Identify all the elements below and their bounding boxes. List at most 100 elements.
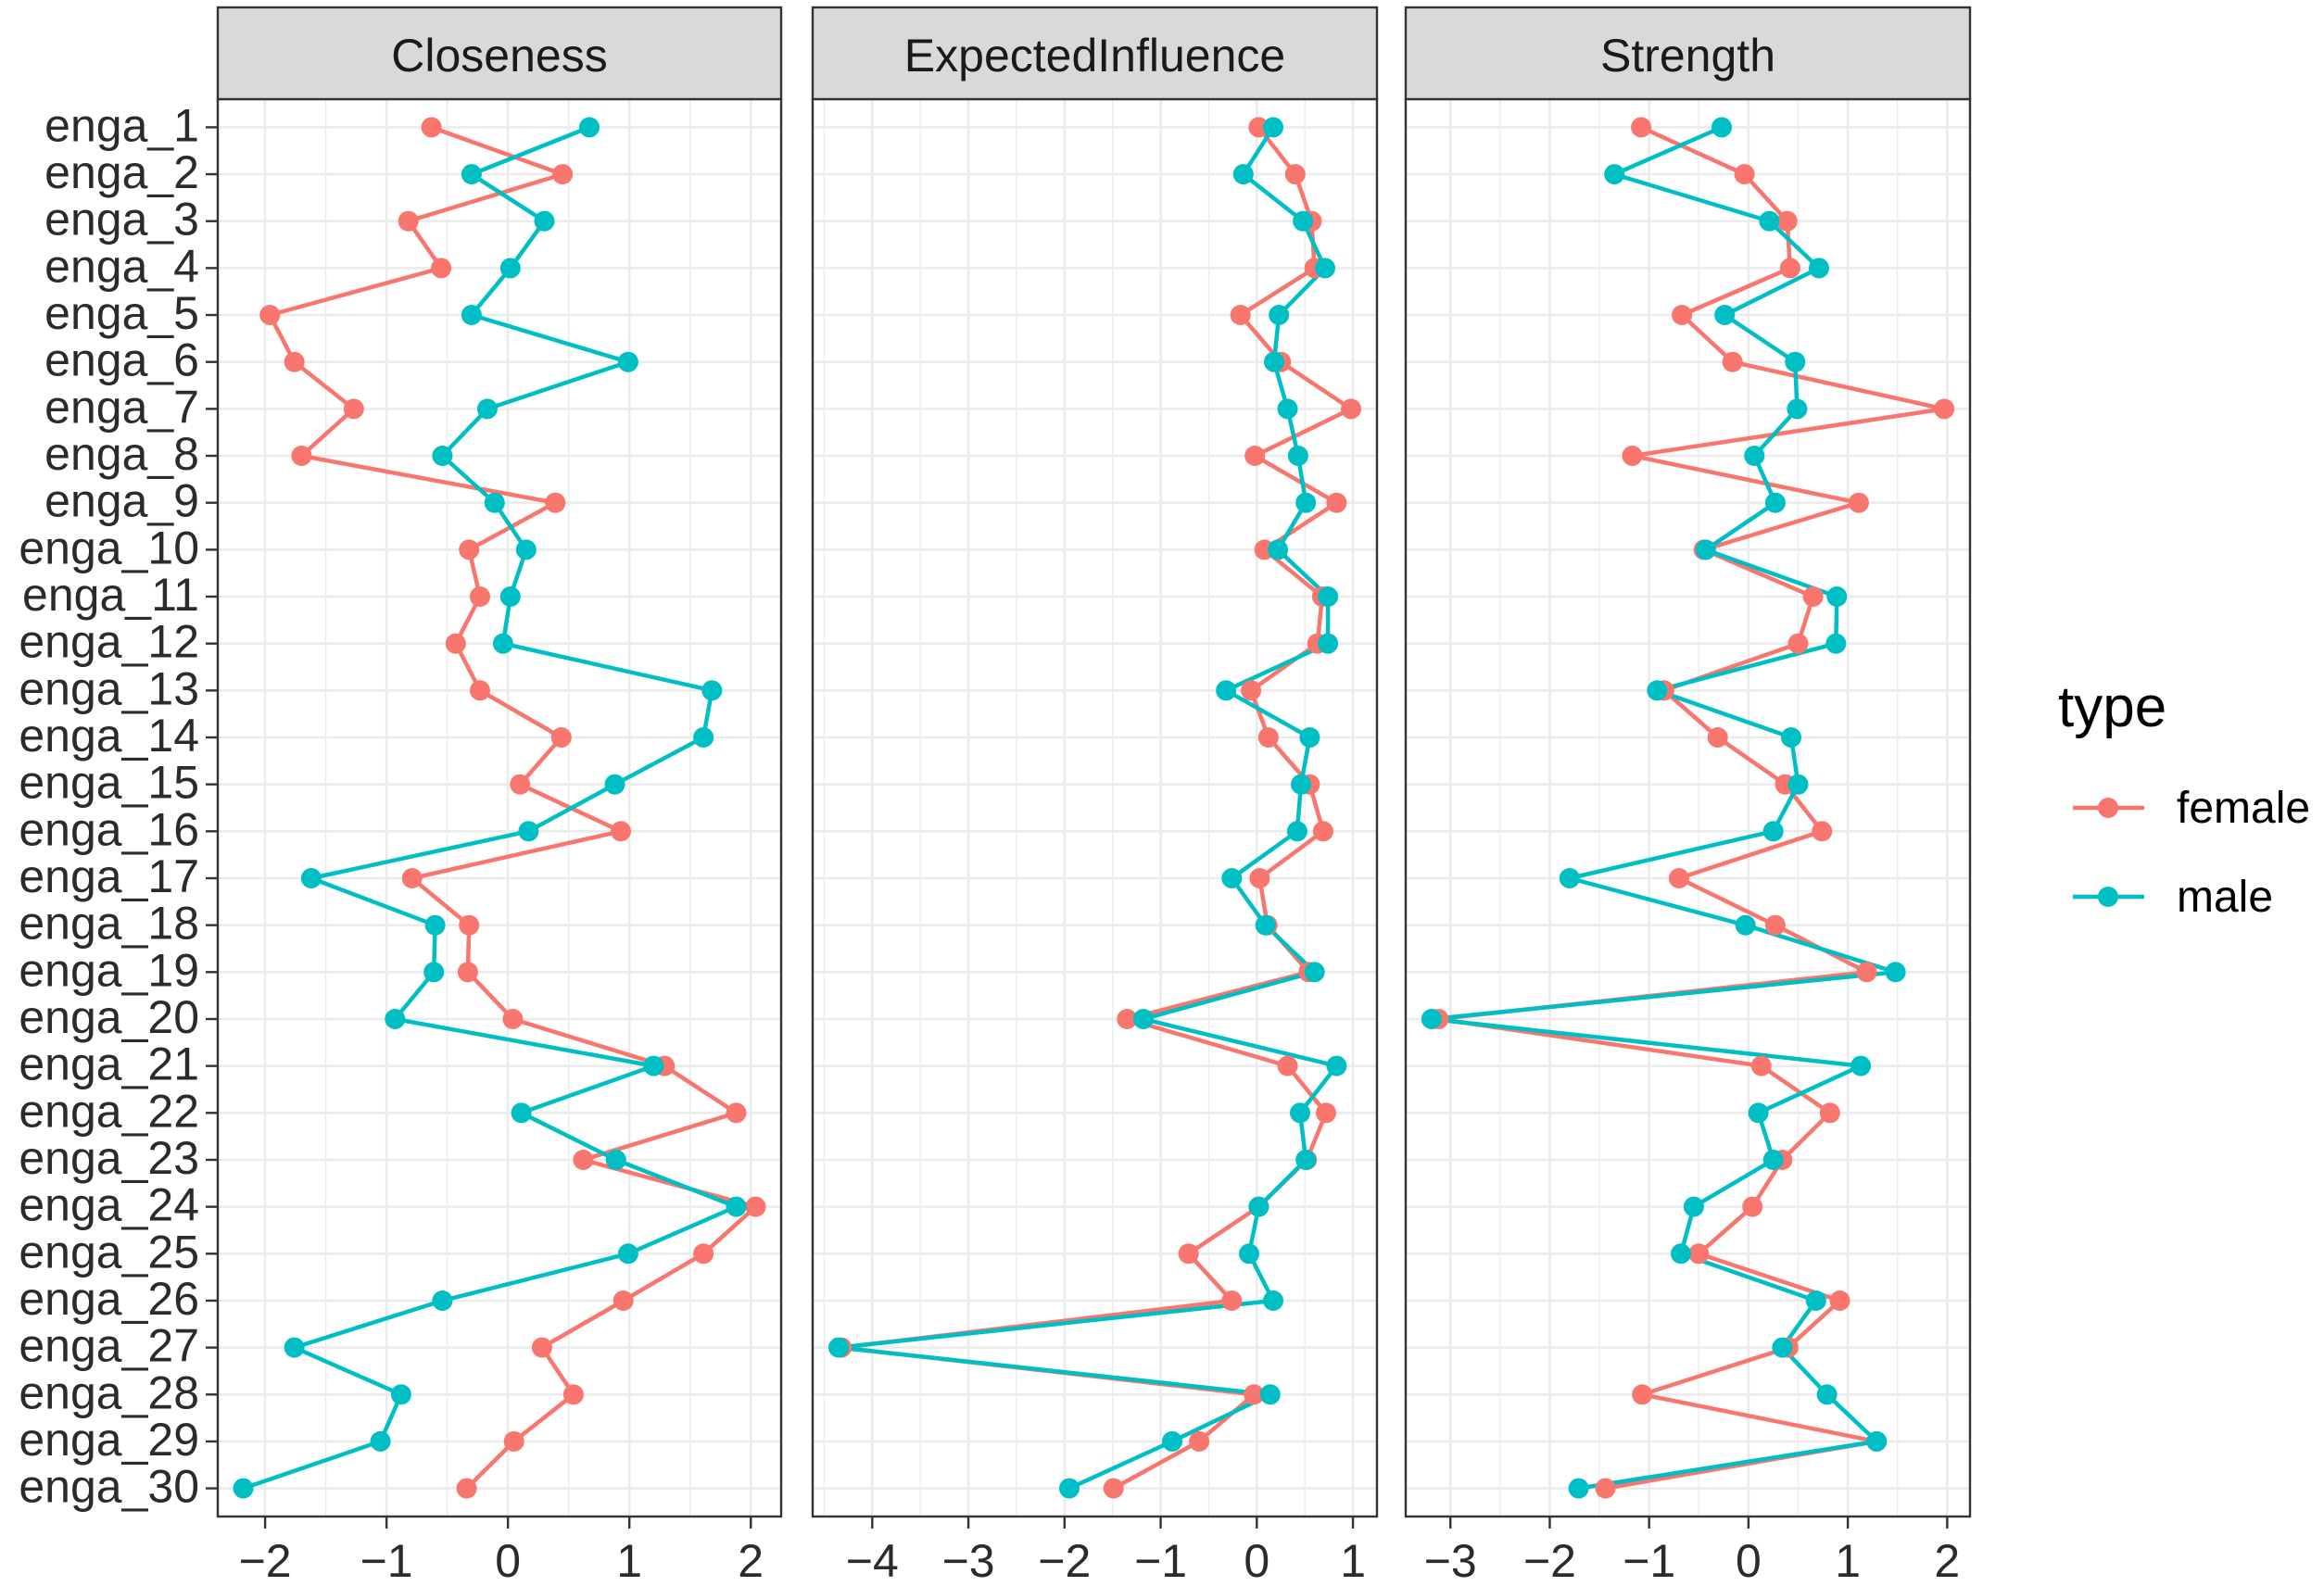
y-tick-label: enga_8 <box>44 428 199 480</box>
data-point-male <box>424 914 446 936</box>
data-point-male <box>1263 1290 1283 1311</box>
data-point-male <box>1764 492 1786 513</box>
data-point-female <box>1707 727 1728 748</box>
data-point-male <box>1295 492 1317 513</box>
data-point-female <box>284 351 305 372</box>
x-tick-label: −2 <box>1523 1535 1576 1586</box>
data-point-male <box>1293 210 1314 232</box>
data-point-male <box>1744 446 1765 466</box>
data-point-male <box>605 1150 626 1170</box>
y-tick-label: enga_20 <box>19 991 199 1043</box>
data-point-female <box>1189 1430 1210 1452</box>
y-tick-label: enga_4 <box>44 240 199 292</box>
data-point-female <box>1241 680 1262 701</box>
data-point-male <box>1232 164 1254 185</box>
data-point-male <box>1304 962 1325 983</box>
facet-panel: ExpectedInfluence −4 −3 −2 −1 0 1 <box>811 6 1379 1586</box>
data-point-female <box>1848 492 1869 513</box>
data-point-female <box>1734 164 1755 185</box>
data-point-male <box>476 398 498 420</box>
data-point-male <box>385 1009 406 1029</box>
panel-background <box>218 99 781 1517</box>
y-tick-label: enga_24 <box>19 1179 199 1231</box>
x-tick-label: 0 <box>1244 1535 1269 1586</box>
data-point-male <box>1683 1196 1704 1217</box>
series-line-male <box>241 125 739 1491</box>
y-tick-label: enga_2 <box>44 146 199 198</box>
facet-panel: Closeness −2 −1 0 1 2 <box>216 6 783 1586</box>
data-point-female <box>1326 492 1347 513</box>
data-point-male <box>1315 258 1335 279</box>
x-tick-label: 2 <box>1934 1535 1960 1586</box>
y-tick-label: enga_1 <box>44 99 199 151</box>
data-point-male <box>1695 539 1716 560</box>
data-point-male <box>484 492 505 513</box>
x-tick-label: −2 <box>239 1535 292 1586</box>
data-point-female <box>1812 821 1833 842</box>
legend-label: female <box>2177 784 2310 833</box>
y-tick-label: enga_27 <box>19 1320 199 1372</box>
data-point-male <box>461 305 482 325</box>
data-point-male <box>1785 351 1806 372</box>
data-point-male <box>1671 1243 1691 1265</box>
data-point-female <box>573 1150 594 1170</box>
data-point-female <box>1230 305 1251 325</box>
data-point-male <box>1259 1384 1281 1405</box>
data-point-male <box>1290 1102 1310 1124</box>
data-point-male <box>1286 821 1307 842</box>
data-point-female <box>1316 1102 1336 1124</box>
data-point-male <box>617 351 638 372</box>
x-tick-label: −1 <box>360 1535 413 1586</box>
data-point-male <box>461 164 482 185</box>
y-tick-label: enga_7 <box>44 381 199 433</box>
data-point-female <box>1244 1384 1265 1405</box>
y-tick-label: enga_30 <box>19 1461 199 1513</box>
data-point-female <box>1668 868 1689 888</box>
data-point-female <box>1787 633 1809 654</box>
y-tick-label: enga_9 <box>44 475 199 527</box>
data-point-male <box>1787 774 1809 795</box>
data-point-male <box>1277 398 1298 420</box>
data-point-male <box>1239 1243 1259 1265</box>
data-point-female <box>1819 1102 1840 1124</box>
facet-panel: Strength −3 −2 −1 0 1 2 <box>1404 6 1972 1586</box>
data-point-male <box>1269 305 1290 325</box>
data-point-male <box>518 821 539 842</box>
y-tick-label: enga_23 <box>19 1132 199 1184</box>
data-point-male <box>1647 680 1668 701</box>
data-point-female <box>545 492 566 513</box>
data-point-female <box>1312 821 1333 842</box>
data-point-male <box>1787 398 1808 420</box>
y-tick-label: enga_17 <box>19 850 199 902</box>
data-point-male <box>432 1290 453 1311</box>
y-tick-label: enga_28 <box>19 1366 199 1418</box>
y-tick-label: enga_3 <box>44 194 199 245</box>
legend-title: type <box>2058 675 2166 739</box>
data-point-male <box>1255 914 1276 936</box>
y-tick-label: enga_10 <box>19 522 199 573</box>
y-tick-label: enga_11 <box>22 569 199 621</box>
data-point-female <box>1178 1243 1199 1265</box>
x-tick-label: 1 <box>1835 1535 1861 1586</box>
data-point-female <box>1221 1290 1243 1311</box>
data-point-male <box>1268 539 1289 560</box>
data-point-female <box>726 1102 747 1124</box>
data-point-male <box>1809 258 1829 279</box>
facet-title: Strength <box>1600 30 1775 82</box>
data-point-female <box>1764 914 1786 936</box>
data-point-male <box>1299 727 1320 748</box>
data-point-male <box>1748 1102 1769 1124</box>
data-point-female <box>1722 351 1743 372</box>
data-point-male <box>511 1102 532 1124</box>
data-point-male <box>1825 633 1847 654</box>
panel-background <box>813 99 1377 1517</box>
data-point-male <box>1759 210 1780 232</box>
data-point-female <box>745 1196 766 1217</box>
data-point-female <box>291 446 312 466</box>
x-tick-label: −1 <box>1623 1535 1675 1586</box>
x-tick-label: −4 <box>846 1535 899 1586</box>
legend-key-point <box>2098 798 2118 818</box>
data-point-male <box>1762 821 1784 842</box>
data-point-male <box>499 258 521 279</box>
